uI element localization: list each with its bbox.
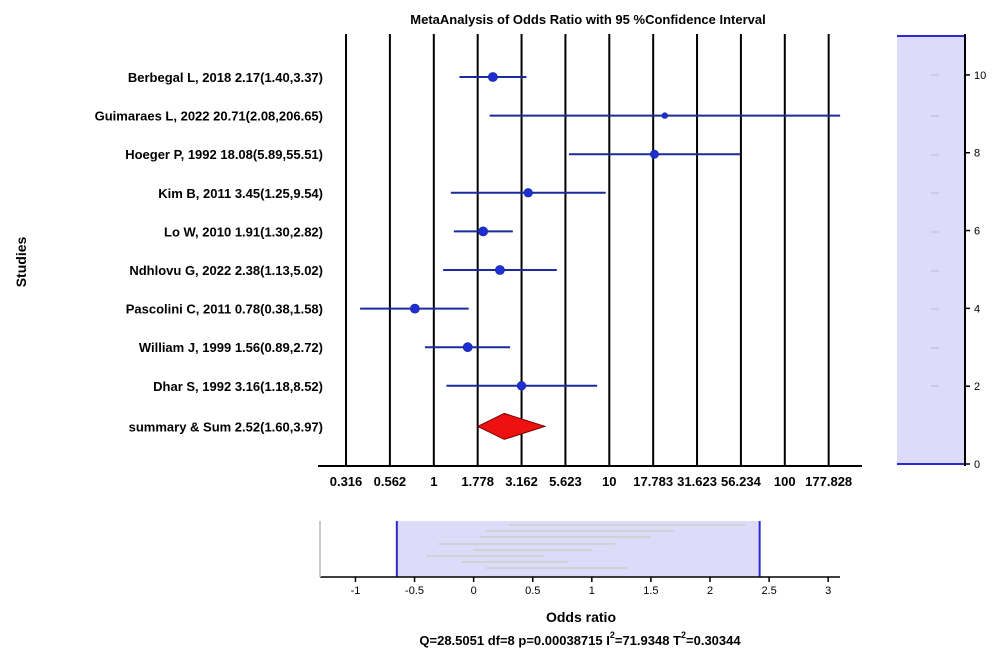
study-label: William J, 1999 1.56(0.89,2.72) bbox=[139, 340, 323, 355]
forest-x-tick-label: 17.783 bbox=[633, 474, 673, 489]
stats-t-superscript: 2 bbox=[681, 630, 686, 640]
right-panel-tick-label: 8 bbox=[974, 148, 980, 160]
summary-row: summary & Sum 2.52(1.60,3.97) bbox=[129, 412, 547, 440]
forest-x-tick-label: 10 bbox=[602, 474, 616, 489]
y-axis-label: Studies bbox=[13, 237, 29, 288]
right-panel-band bbox=[897, 36, 965, 464]
study-label: Berbegal L, 2018 2.17(1.40,3.37) bbox=[128, 70, 323, 85]
bottom-panel-tick-label: 3 bbox=[825, 585, 831, 597]
bottom-panel-tick-label: 1.5 bbox=[643, 585, 658, 597]
forest-x-tick-label: 5.623 bbox=[549, 474, 582, 489]
bottom-panel-tick-label: 2.5 bbox=[761, 585, 776, 597]
summary-label: summary & Sum 2.52(1.60,3.97) bbox=[129, 419, 323, 434]
study-label: Dhar S, 1992 3.16(1.18,8.52) bbox=[153, 379, 323, 394]
forest-x-tick-label: 0.316 bbox=[330, 474, 363, 489]
x-axis-label: Odds ratio bbox=[546, 609, 616, 625]
study-point-estimate bbox=[661, 112, 668, 119]
study-label: Lo W, 2010 1.91(1.30,2.82) bbox=[164, 224, 323, 239]
forest-x-tick-label: 3.162 bbox=[505, 474, 538, 489]
forest-x-tick-labels: 0.316 0.562 1 1.778 3.162 5.623 10 17.783 31.623… bbox=[330, 474, 852, 489]
forest-study-rows: Berbegal L, 2018 2.17(1.40,3.37) Guimarae… bbox=[95, 70, 841, 394]
study-point-estimate bbox=[516, 381, 527, 391]
bottom-panel-tick-label: 1 bbox=[589, 585, 595, 597]
study-label: Pascolini C, 2011 0.78(0.38,1.58) bbox=[126, 302, 323, 317]
bottom-panel-tick-label: -1 bbox=[351, 585, 361, 597]
forest-x-tick-label: 1 bbox=[430, 474, 437, 489]
stats-i-superscript: 2 bbox=[610, 630, 615, 640]
right-panel-tick-label: 4 bbox=[974, 303, 980, 315]
right-panel-tick-label: 0 bbox=[974, 459, 980, 471]
study-label: Kim B, 2011 3.45(1.25,9.54) bbox=[158, 186, 323, 201]
stats-t-value: =0.30344 bbox=[686, 633, 741, 648]
right-panel-tick-label: 2 bbox=[974, 381, 980, 393]
forest-x-tick-label: 31.623 bbox=[677, 474, 717, 489]
bottom-panel-tick-label: 0.5 bbox=[525, 585, 540, 597]
stats-main: Q=28.5051 df=8 p=0.00038715 I bbox=[419, 633, 609, 648]
bottom-panel-tick-label: 0 bbox=[471, 585, 477, 597]
study-point-estimate bbox=[650, 149, 659, 159]
forest-x-tick-label: 177.828 bbox=[805, 474, 852, 489]
study-label: Hoeger P, 1992 18.08(5.89,55.51) bbox=[125, 147, 323, 162]
study-point-estimate bbox=[495, 265, 505, 275]
study-label: Ndhlovu G, 2022 2.38(1.13,5.02) bbox=[129, 263, 323, 278]
forest-x-tick-label: 0.562 bbox=[374, 474, 407, 489]
study-point-estimate bbox=[409, 303, 420, 314]
summary-diamond bbox=[476, 412, 547, 440]
heterogeneity-stats: Q=28.5051 df=8 p=0.00038715 I2=71.9348 T… bbox=[419, 630, 741, 648]
bottom-panel-tick-label: -0.5 bbox=[405, 585, 424, 597]
forest-x-tick-label: 56.234 bbox=[721, 474, 762, 489]
right-panel-tick-label: 6 bbox=[974, 226, 980, 238]
bottom-scale-panel: -1 -0.5 0 0.5 1 1.5 2 2.5 3 bbox=[319, 521, 840, 597]
study-point-estimate bbox=[523, 188, 533, 198]
forest-x-tick-label: 1.778 bbox=[461, 474, 494, 489]
study-point-estimate bbox=[478, 226, 489, 237]
forest-gridlines bbox=[345, 34, 830, 466]
study-point-estimate bbox=[462, 342, 473, 353]
study-point-estimate bbox=[487, 72, 498, 82]
forest-x-tick-label: 100 bbox=[774, 474, 796, 489]
right-scale-panel: 0 2 4 6 8 10 bbox=[897, 34, 986, 471]
right-panel-tick-label: 10 bbox=[974, 70, 986, 82]
bottom-panel-tick-label: 2 bbox=[707, 585, 713, 597]
stats-i-value: =71.9348 T bbox=[615, 633, 681, 648]
study-label: Guimaraes L, 2022 20.71(2.08,206.65) bbox=[95, 109, 323, 124]
chart-title: MetaAnalysis of Odds Ratio with 95 %Conf… bbox=[410, 12, 765, 27]
